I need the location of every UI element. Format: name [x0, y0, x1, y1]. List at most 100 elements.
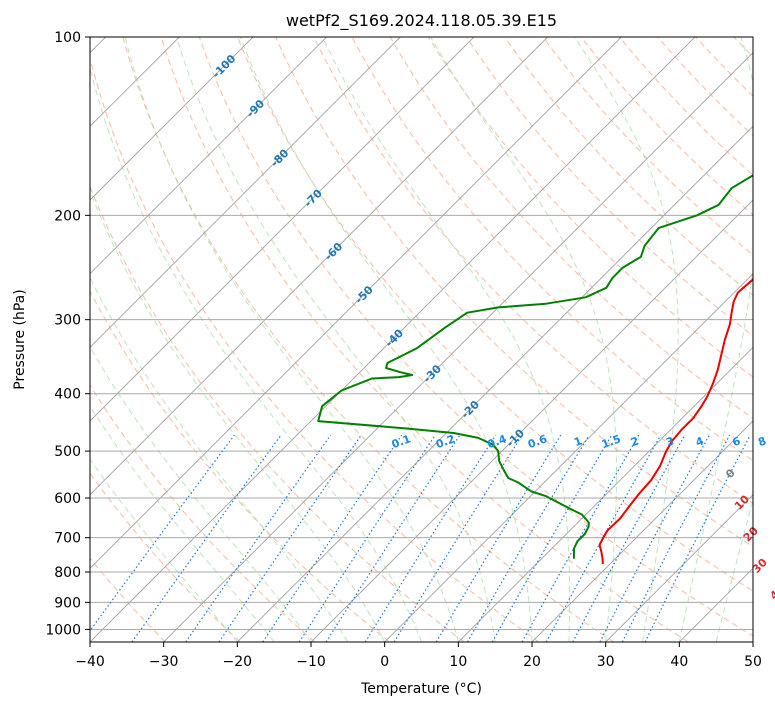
- isotherm: [457, 346, 753, 642]
- dewpoint-profile: [317, 174, 753, 559]
- moist-adiabat: [752, 640, 753, 642]
- axis-ticks: −40 −30 −20 −10 0 10 20 30 40 5010020030040050060…: [45, 30, 762, 670]
- dry-adiabat: [618, 37, 753, 176]
- moist-adiabat: [90, 65, 422, 642]
- mixing-ratio-line: [572, 434, 686, 642]
- dry-adiabat: [237, 37, 753, 592]
- mixing-ratio-line: [131, 434, 282, 642]
- x-tick-label: −40: [75, 654, 105, 670]
- mixing-ratio-label: 4: [694, 434, 706, 449]
- isotherm: [384, 272, 753, 642]
- moist-adiabat: [322, 37, 571, 642]
- moist-adiabat: [430, 37, 617, 642]
- dry-adiabat: [90, 56, 540, 642]
- y-axis-label: Pressure (hPa): [12, 289, 28, 389]
- moist-adiabat: [175, 37, 496, 642]
- isotherm: [90, 37, 254, 201]
- x-tick-label: −20: [223, 654, 253, 670]
- y-tick-label: 200: [54, 208, 81, 224]
- mixing-ratio-line: [325, 434, 461, 642]
- isotherm: [90, 37, 622, 570]
- isotherm: [90, 37, 549, 496]
- isotherm: [90, 37, 401, 349]
- dry-adiabat: [313, 37, 753, 504]
- y-tick-label: 300: [54, 313, 81, 329]
- y-tick-label: 1000: [45, 622, 81, 638]
- mixing-ratio-label: 3: [664, 434, 676, 449]
- dry-adiabat: [351, 37, 753, 462]
- x-tick-label: −30: [149, 654, 179, 670]
- moist-adiabat: [90, 189, 386, 642]
- dry-adiabat: [466, 37, 753, 337]
- y-tick-label: 600: [54, 491, 81, 507]
- sounding-profiles: [317, 174, 753, 564]
- mixing-ratio-label: 0.6: [526, 432, 549, 451]
- dry-adiabat: [504, 37, 753, 296]
- isotherm: [310, 199, 753, 642]
- moist-adiabat: [90, 458, 238, 642]
- mixing-ratio-line: [90, 434, 235, 632]
- x-tick-label: 0: [380, 654, 389, 670]
- dry-adiabat: [580, 37, 753, 216]
- mixing-ratio-line: [218, 434, 362, 642]
- mixing-ratio-label: 6: [731, 434, 743, 449]
- isotherm: [605, 493, 753, 642]
- dry-adiabat: [198, 37, 753, 637]
- mixing-ratio-line: [435, 434, 562, 642]
- mixing-ratio-line: [545, 434, 662, 642]
- mixing-ratio-line: [262, 434, 403, 642]
- mixing-ratio-line: [599, 434, 710, 642]
- mixing-ratio-label: 0.4: [486, 432, 509, 451]
- isotherm: [90, 37, 696, 642]
- mixing-ratio-line: [364, 434, 497, 642]
- y-tick-label: 500: [54, 444, 81, 460]
- x-tick-label: 10: [449, 654, 467, 670]
- y-tick-label: 800: [54, 565, 81, 581]
- moist-adiabat-label: 40: [767, 582, 775, 602]
- moist-adiabat: [90, 405, 275, 642]
- isotherm: [531, 420, 753, 642]
- moist-adiabat: [715, 498, 753, 642]
- moist-adiabat: [678, 37, 753, 642]
- y-tick-label: 400: [54, 387, 81, 403]
- x-tick-label: 50: [744, 654, 762, 670]
- dry-adiabat: [427, 37, 753, 378]
- x-tick-label: 40: [670, 654, 688, 670]
- x-axis-label: Temperature (°C): [360, 681, 482, 697]
- mixing-ratio-line: [393, 434, 523, 642]
- mixing-ratio-label: 2: [629, 434, 641, 449]
- mixing-ratio-label: 0.1: [390, 432, 413, 451]
- mixing-ratio-label: 1.5: [600, 432, 623, 451]
- x-tick-label: −10: [296, 654, 326, 670]
- y-tick-label: 900: [54, 595, 81, 611]
- mixing-ratio-label: 8: [756, 434, 768, 449]
- x-tick-label: 30: [597, 654, 615, 670]
- moist-adiabat: [90, 276, 349, 642]
- mixing-ratio-label: 0.2: [434, 432, 457, 451]
- dry-adiabat: [160, 37, 689, 642]
- dry-adiabat: [90, 290, 390, 642]
- isotherm: [90, 37, 328, 275]
- plot-area: [90, 37, 753, 642]
- background-lines: [90, 37, 753, 642]
- mixing-ratio-line: [298, 434, 436, 642]
- isotherm: [236, 125, 753, 642]
- plot-frame: [89, 36, 754, 643]
- y-tick-label: 100: [54, 30, 81, 46]
- moist-adiabat: [574, 37, 679, 642]
- x-tick-label: 20: [523, 654, 541, 670]
- dry-adiabat: [122, 37, 614, 642]
- chart-title: wetPf2_S169.2024.118.05.39.E15: [286, 11, 557, 31]
- y-tick-label: 700: [54, 531, 81, 547]
- dry-adiabat: [275, 37, 753, 548]
- isotherm: [90, 37, 475, 422]
- dry-adiabat: [90, 384, 316, 642]
- dry-adiabat: [389, 37, 753, 420]
- mixing-ratio-label: 1: [572, 434, 584, 449]
- isotherm: [163, 51, 753, 642]
- dry-adiabat: [90, 185, 465, 642]
- isotherm: [752, 641, 753, 642]
- moist-adiabat: [239, 37, 533, 642]
- temperature-profile: [598, 278, 753, 564]
